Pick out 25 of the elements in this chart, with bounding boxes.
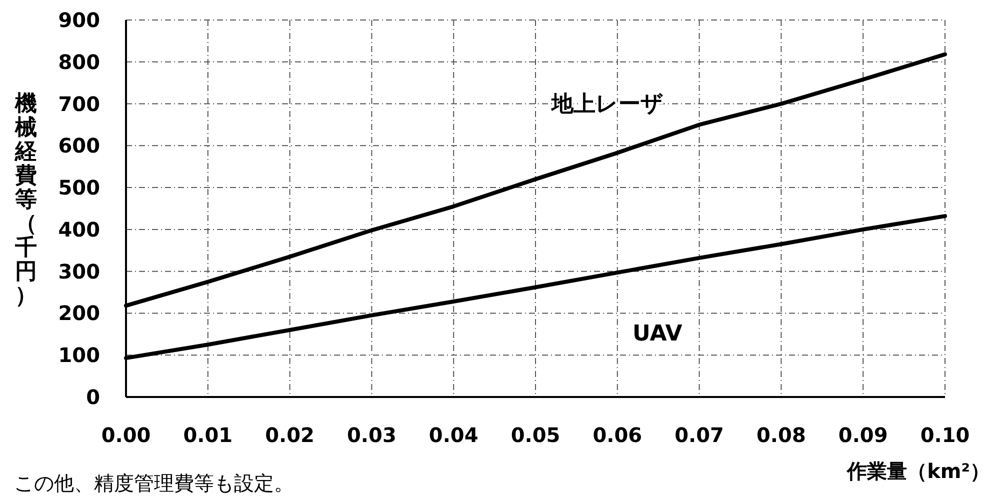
x-axis-title: 作業量（km²） [846, 459, 990, 483]
y-tick-label: 0 [86, 385, 100, 409]
y-tick-label: 600 [58, 134, 100, 158]
text: この他、精度管理費等も設定。 [14, 471, 294, 495]
x-tick-label: 0.03 [347, 423, 396, 447]
y-tick-label: 200 [58, 301, 100, 326]
text: UAV [632, 322, 682, 347]
x-tick-label: 0.08 [756, 423, 806, 447]
x-tick-label: 0.00 [101, 423, 151, 447]
x-tick-label: 0.01 [183, 423, 233, 447]
x-tick-label: 0.04 [428, 423, 478, 447]
y-tick-label: 100 [58, 343, 100, 368]
y-tick-label: 500 [58, 176, 100, 200]
x-tick-label: 0.10 [920, 423, 970, 447]
y-tick-label: 900 [58, 8, 100, 32]
x-tick-label: 0.09 [838, 423, 888, 447]
x-tick-label: 0.02 [265, 423, 314, 447]
text: 機械経費等（千円） [15, 92, 37, 308]
x-tick-label: 0.06 [592, 423, 642, 447]
x-tick-label: 0.07 [674, 423, 724, 447]
y-tick-label: 300 [58, 259, 100, 284]
x-tick-label: 0.05 [510, 423, 560, 447]
y-tick-label: 800 [58, 50, 100, 74]
y-tick-label: 400 [58, 217, 100, 242]
y-tick-label: 700 [58, 92, 100, 116]
